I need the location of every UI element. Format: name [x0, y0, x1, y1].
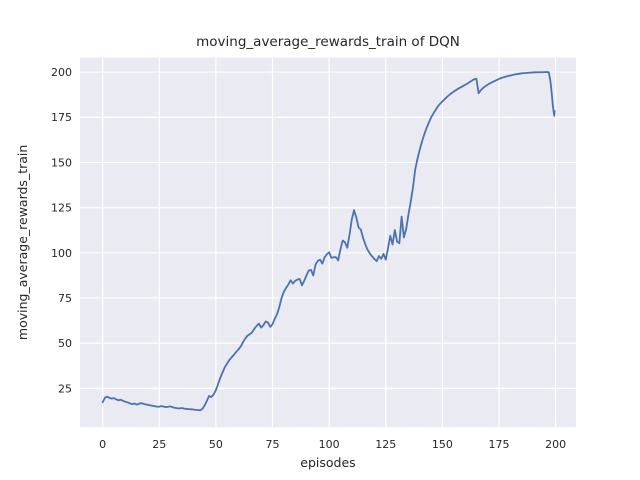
x-tick-label: 25: [152, 438, 166, 451]
series-line: [101, 71, 556, 412]
x-tick-label: 125: [375, 438, 396, 451]
tick-labels: 0 25 50 75 100 125 150 175 200 25 50 75 100 125 150 175…: [51, 66, 566, 451]
y-tick-label: 125: [51, 202, 72, 215]
plot-area: [80, 57, 576, 428]
y-tick-label: 175: [51, 111, 72, 124]
y-tick-label: 50: [58, 337, 72, 350]
y-tick-label: 100: [51, 247, 72, 260]
y-tick-label: 75: [58, 292, 72, 305]
y-tick-label: 25: [58, 382, 72, 395]
y-tick-label: 200: [51, 66, 72, 79]
x-tick-label: 100: [319, 438, 340, 451]
chart-title: moving_average_rewards_train of DQN: [196, 34, 460, 50]
x-tick-label: 175: [488, 438, 509, 451]
x-tick-label: 50: [209, 438, 223, 451]
y-tick-label: 150: [51, 156, 72, 169]
x-tick-label: 200: [545, 438, 566, 451]
x-axis-label: episodes: [300, 455, 355, 470]
y-axis-label: moving_average_rewards_train: [15, 145, 30, 340]
x-tick-label: 75: [266, 438, 280, 451]
x-tick-label: 150: [432, 438, 453, 451]
x-tick-label: 0: [99, 438, 106, 451]
series-group: [101, 71, 556, 412]
